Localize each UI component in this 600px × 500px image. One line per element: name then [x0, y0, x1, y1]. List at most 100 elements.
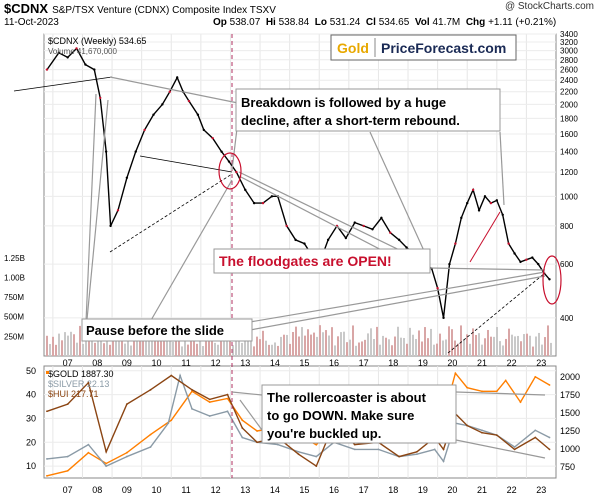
cdnx-point	[483, 195, 487, 198]
logo-box	[330, 34, 517, 61]
volume-bars	[46, 325, 552, 356]
volume-bar	[115, 336, 117, 356]
volume-bar	[508, 328, 510, 356]
cdnx-point	[371, 228, 374, 231]
change-value: +1.11 (+0.21%)	[488, 17, 557, 28]
cdnx-point	[109, 224, 112, 228]
series-point-hui	[481, 431, 483, 434]
volume-bar	[76, 342, 78, 356]
series-point-hui	[208, 398, 211, 401]
cdnx-point	[442, 316, 445, 320]
volume-bar	[274, 342, 276, 356]
volume-bar	[127, 336, 129, 356]
series-point-gold	[256, 430, 258, 432]
logo-text: PriceForecast.com	[381, 40, 506, 56]
volume-bar	[181, 346, 183, 356]
volume-bar	[109, 344, 111, 356]
series-point-hui	[495, 434, 498, 437]
volume-bar	[424, 327, 426, 356]
volume-tick: 1.00B	[4, 273, 25, 282]
legend-gold-swatch	[46, 371, 49, 374]
volume-bar	[88, 337, 90, 356]
series-point-hui	[170, 374, 173, 377]
high-value: 538.84	[278, 17, 310, 28]
volume-bar	[94, 342, 96, 356]
volume-bar	[421, 341, 423, 356]
symbol: $CDNX	[4, 1, 49, 16]
y-tick-top: 3200	[560, 38, 578, 47]
series-point-hui	[353, 443, 356, 446]
series-point-hui	[256, 441, 258, 444]
cdnx-point	[252, 201, 256, 205]
y-tick-top: 400	[560, 314, 574, 323]
series-point-silver	[208, 415, 211, 417]
cdnx-point	[303, 242, 306, 245]
volume-bar	[184, 333, 186, 356]
cdnx-point	[270, 195, 274, 198]
y-tick-bottom-left: 50	[26, 366, 36, 376]
volume-bar	[130, 345, 132, 356]
quote-line: Op 538.07 Hi 538.84 Lo 531.24 Cl 534.65 …	[213, 17, 557, 28]
volume-bar	[148, 340, 150, 356]
volume-bar	[157, 327, 159, 356]
volume-bar	[451, 329, 453, 356]
series-point-silver	[433, 448, 436, 451]
volume-bar	[349, 339, 351, 356]
volume-bar	[439, 333, 441, 356]
volume-bar	[256, 336, 258, 356]
series-point-gold	[226, 397, 229, 400]
cdnx-point	[531, 256, 534, 259]
volume-bar	[535, 336, 537, 356]
volume-bar	[283, 334, 285, 356]
volume-bar	[328, 335, 330, 356]
cdnx-point	[104, 150, 108, 153]
series-point-hui	[125, 403, 128, 406]
series-point-silver	[297, 450, 300, 453]
series-point-silver	[46, 458, 48, 460]
volume-bar	[427, 338, 429, 356]
cdnx-point	[389, 231, 392, 234]
volume-bar	[202, 346, 204, 356]
rollercoaster-callout-box	[261, 384, 457, 444]
volume-bar	[292, 332, 294, 356]
series-point-hui	[513, 448, 516, 451]
volume-bar	[289, 343, 291, 356]
volume-bar	[235, 341, 237, 356]
volume-tick: 250M	[4, 332, 24, 341]
x-tick-bottom: 20	[447, 485, 457, 495]
y-tick-bottom-left: 10	[26, 461, 36, 471]
y-tick-bottom-right: 1500	[560, 408, 580, 418]
series-point-silver	[241, 436, 244, 439]
cdnx-point	[294, 238, 297, 242]
series-point-silver	[179, 374, 182, 377]
volume-bar	[400, 337, 402, 356]
volume-bar	[133, 331, 135, 356]
cdnx-point	[501, 213, 504, 216]
volume-bar	[67, 335, 69, 356]
callout-lines	[85, 76, 546, 331]
series-point-silver	[315, 455, 318, 458]
legend-silver: $SILVER 22.13	[48, 379, 109, 389]
volume-bar	[298, 336, 300, 356]
volume-bar	[526, 333, 528, 356]
cdnx-point	[161, 103, 164, 106]
cdnx-point	[460, 216, 463, 220]
volume-bar	[286, 334, 288, 356]
cdnx-point	[175, 76, 179, 79]
rollercoaster-line1: The rollercoaster is about	[267, 390, 427, 405]
series-point-hui	[191, 388, 193, 391]
cdnx-point	[227, 160, 231, 163]
volume-bar	[280, 336, 282, 356]
y-tick-top: 2400	[560, 76, 578, 85]
series-point-hui	[416, 450, 418, 453]
volume-bar	[388, 339, 390, 356]
cdnx-point	[519, 260, 522, 264]
series-point-hui	[241, 427, 244, 429]
volume-bar	[187, 344, 189, 356]
series-point-gold	[191, 390, 193, 393]
volume-bar	[208, 332, 210, 356]
x-tick-bottom: 21	[477, 485, 487, 495]
x-tick-bottom: 23	[536, 485, 546, 495]
volume-bar	[58, 333, 60, 356]
x-tick-top: 17	[359, 358, 369, 368]
